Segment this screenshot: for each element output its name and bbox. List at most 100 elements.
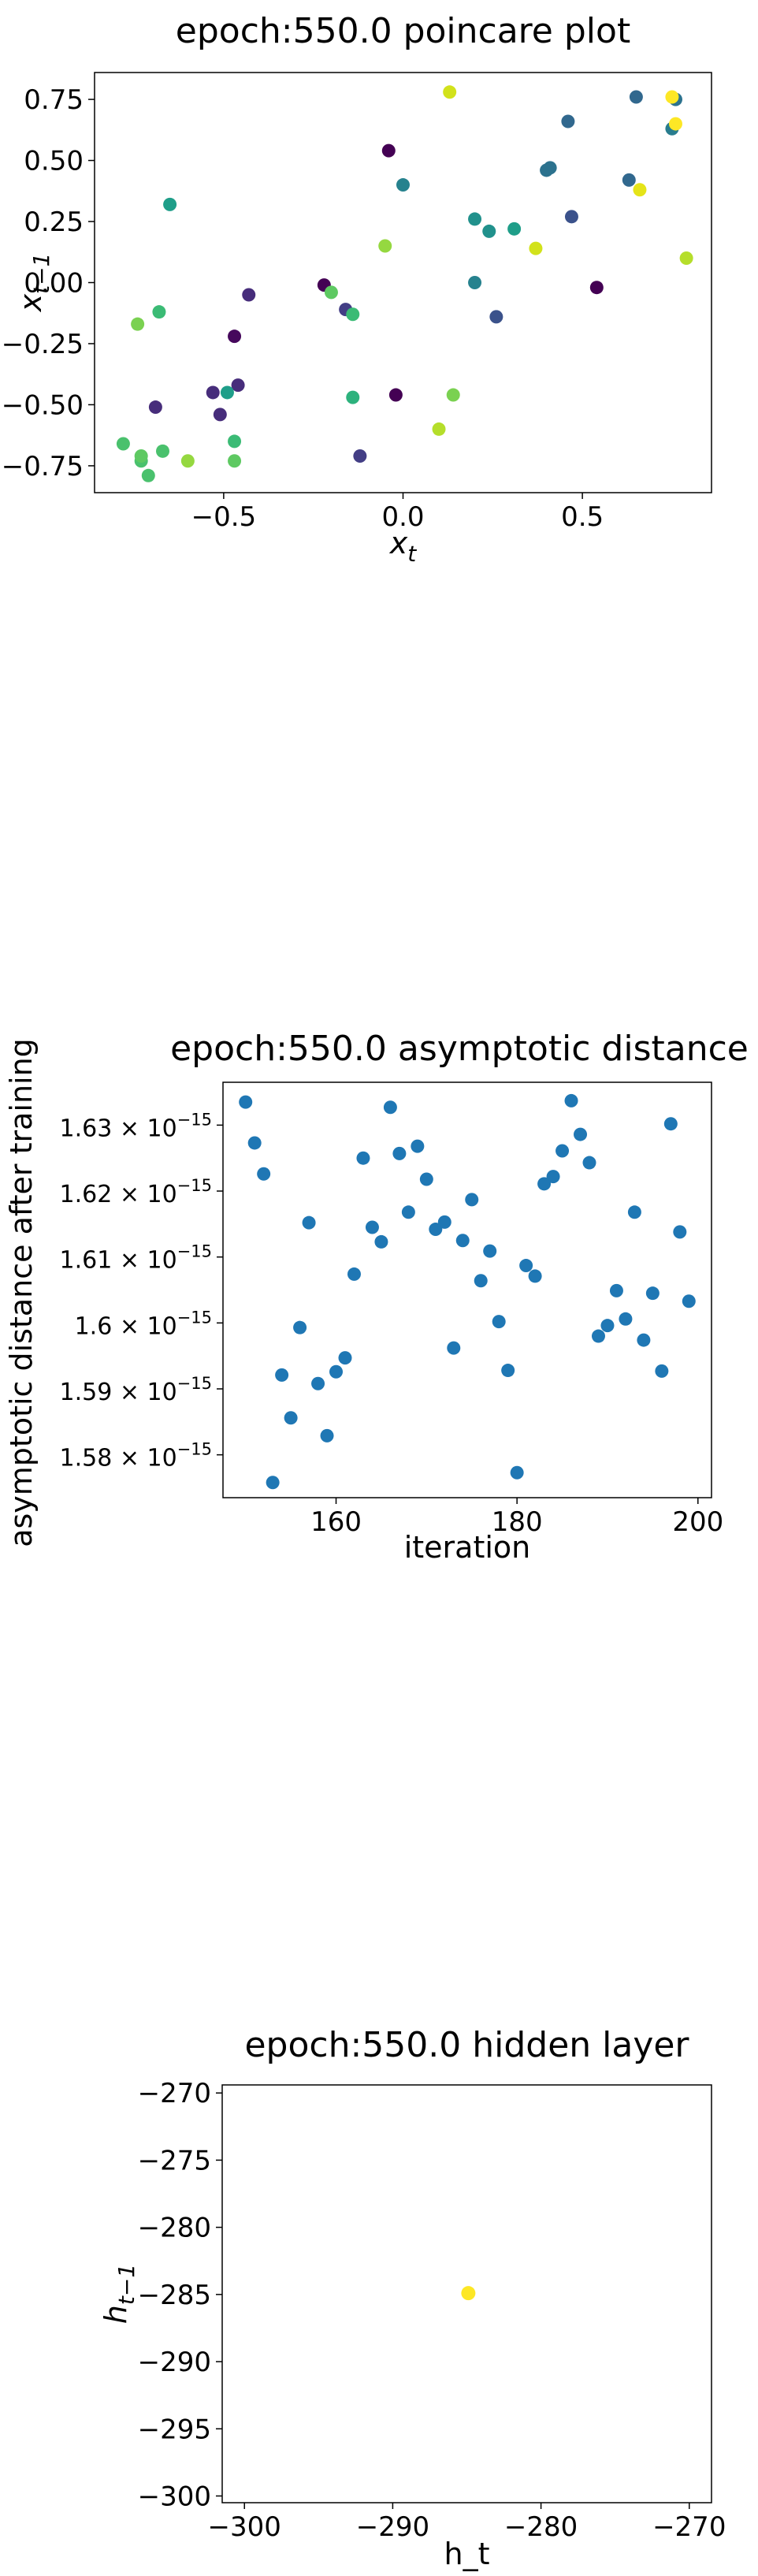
data-point	[163, 197, 177, 211]
data-point	[381, 143, 396, 158]
data-point	[324, 285, 338, 300]
data-point	[663, 1117, 678, 1131]
data-point	[247, 1136, 262, 1150]
data-point	[600, 1319, 615, 1333]
plot-frame	[94, 72, 712, 493]
chart-2: epoch:550.0 asymptotic distance 160 180 200…	[4, 1029, 749, 1565]
data-point	[228, 434, 242, 449]
x-tick-label: −270	[652, 2511, 726, 2543]
data-point	[346, 390, 360, 404]
x-tick-label: −280	[504, 2511, 578, 2543]
y-tick-exponent: −15	[177, 1242, 212, 1261]
y-tick-label: 0.50	[24, 146, 84, 177]
data-point	[510, 1465, 524, 1480]
label-base: h	[98, 2305, 133, 2324]
y-tick-label: −295	[138, 2414, 211, 2445]
y-tick-exponent: −15	[177, 1110, 212, 1129]
data-point	[206, 385, 220, 400]
y-tick-label: 1.58 × 10−15	[59, 1440, 212, 1472]
data-point	[401, 1205, 415, 1219]
y-tick-label: −0.25	[2, 329, 84, 360]
x-axis-label: xt	[389, 526, 418, 567]
data-point	[374, 1234, 388, 1249]
data-point	[589, 281, 604, 295]
x-tick-label: 160	[310, 1506, 362, 1538]
data-point	[432, 422, 446, 436]
data-point	[443, 85, 457, 99]
y-tick-label: −285	[138, 2280, 211, 2311]
y-axis-label: xt−1	[13, 253, 54, 313]
y-tick-label: −275	[138, 2145, 211, 2176]
data-point	[619, 1312, 633, 1326]
data-point	[388, 388, 403, 402]
data-point	[220, 385, 234, 400]
label-base: x	[389, 526, 408, 560]
data-point	[284, 1411, 298, 1425]
data-point	[507, 221, 522, 236]
y-tick-label: −300	[138, 2481, 211, 2512]
y-tick-base: 1.58 × 10	[59, 1445, 176, 1472]
data-point	[213, 408, 227, 422]
data-point	[665, 90, 679, 104]
data-point	[257, 1167, 271, 1181]
data-point	[622, 173, 636, 187]
y-tick-label: 0.75	[24, 84, 84, 116]
data-point	[627, 1205, 641, 1219]
plot-frame	[222, 1081, 712, 1498]
data-point	[673, 1225, 687, 1239]
data-point	[582, 1156, 596, 1170]
data-point	[365, 1220, 379, 1234]
data-point	[482, 224, 496, 238]
data-point	[468, 276, 482, 289]
label-subscript: t−1	[113, 2264, 139, 2305]
data-point	[239, 1095, 253, 1109]
x-tick-label: −290	[356, 2511, 429, 2543]
data-point	[116, 437, 130, 451]
data-point	[152, 305, 166, 319]
data-point	[609, 1283, 623, 1297]
label-subscript: t−1	[28, 253, 54, 294]
data-point	[465, 1193, 479, 1207]
data-point	[461, 2286, 476, 2301]
data-point	[468, 212, 482, 226]
data-point	[429, 1223, 443, 1237]
data-point	[679, 251, 693, 266]
y-tick-base: 1.59 × 10	[59, 1379, 176, 1406]
data-point	[228, 329, 242, 344]
y-tick-exponent: −15	[177, 1374, 212, 1393]
data-point	[564, 210, 578, 224]
data-point	[543, 161, 557, 175]
data-point	[564, 1093, 578, 1107]
data-point	[180, 454, 195, 468]
data-point	[546, 1170, 560, 1184]
x-tick-label: 0.0	[381, 501, 424, 533]
x-tick-label: 180	[492, 1506, 543, 1538]
y-tick-label: 1.62 × 10−15	[59, 1176, 212, 1208]
data-point	[356, 1151, 370, 1165]
data-point	[347, 1267, 361, 1281]
data-point	[346, 307, 360, 322]
data-point	[228, 454, 242, 468]
data-point	[242, 288, 256, 302]
data-point	[320, 1428, 334, 1442]
data-point	[629, 90, 643, 104]
data-point	[528, 1269, 542, 1283]
data-point	[148, 400, 162, 415]
y-tick-exponent: −15	[177, 1440, 212, 1459]
y-tick-label: 1.61 × 10−15	[59, 1242, 212, 1275]
data-point	[574, 1127, 588, 1141]
y-tick-label: 1.59 × 10−15	[59, 1374, 212, 1406]
x-tick-label: 0.5	[561, 501, 604, 533]
data-point	[353, 449, 367, 463]
y-tick-label: −280	[138, 2213, 211, 2244]
data-point	[668, 117, 682, 131]
y-axis-label: ht−1	[98, 2264, 139, 2324]
data-point	[519, 1259, 533, 1273]
x-tick-label: −300	[208, 2511, 281, 2543]
y-tick-base: 1.62 × 10	[59, 1181, 176, 1208]
y-tick-label: 1.63 × 10−15	[59, 1110, 212, 1142]
data-point	[633, 183, 647, 197]
chart-3: epoch:550.0 hidden layer −300 −290 −280 −270…	[98, 2025, 726, 2571]
data-point	[645, 1286, 660, 1301]
